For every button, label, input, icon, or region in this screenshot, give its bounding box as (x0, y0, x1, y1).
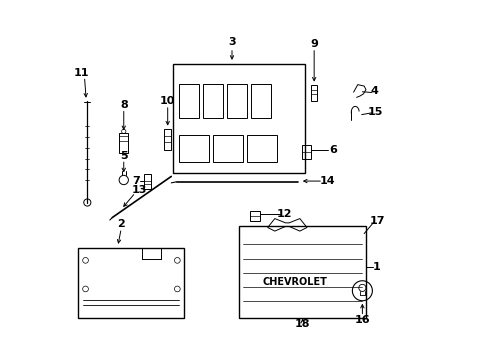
Text: 16: 16 (354, 315, 369, 325)
Text: 3: 3 (228, 37, 235, 48)
Bar (249, 211, 259, 221)
Bar (119, 133, 128, 153)
Bar (213, 135, 243, 162)
Bar (247, 135, 276, 162)
Text: 7: 7 (132, 176, 140, 186)
Bar (164, 129, 171, 150)
Text: 14: 14 (319, 176, 335, 186)
Bar (251, 85, 270, 118)
Text: 2: 2 (117, 219, 125, 229)
Text: 1: 1 (372, 262, 380, 273)
Bar (203, 85, 223, 118)
Text: 10: 10 (160, 96, 175, 107)
Text: CHEVROLET: CHEVROLET (262, 277, 326, 287)
Bar (179, 85, 199, 118)
Text: 13: 13 (131, 185, 146, 195)
Text: 6: 6 (328, 145, 336, 156)
Bar (173, 64, 305, 173)
Bar (179, 135, 209, 162)
Text: 8: 8 (120, 100, 127, 110)
Text: 12: 12 (276, 209, 292, 219)
Text: 18: 18 (294, 319, 310, 329)
Text: 5: 5 (120, 151, 127, 161)
Bar (78, 248, 183, 318)
Text: 4: 4 (370, 86, 378, 96)
Bar (144, 174, 150, 189)
Text: 17: 17 (369, 216, 385, 226)
Bar (239, 226, 365, 318)
Text: 9: 9 (309, 39, 318, 49)
Text: 15: 15 (366, 107, 382, 117)
Bar (310, 85, 317, 102)
Bar (302, 145, 310, 158)
Text: 11: 11 (73, 68, 89, 78)
Bar (227, 85, 246, 118)
